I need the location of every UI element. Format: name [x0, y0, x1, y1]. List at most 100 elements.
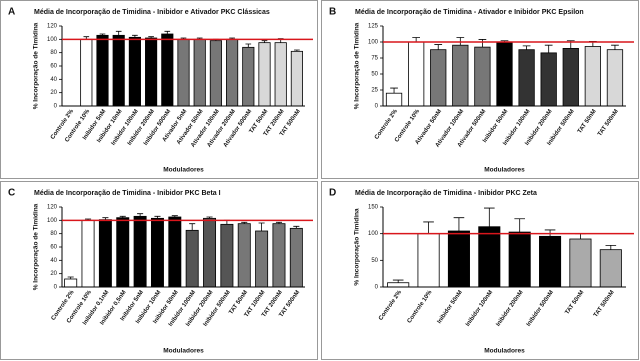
error-bar [293, 225, 300, 229]
y-tick-label: 100 [368, 231, 379, 237]
y-tick-label: 0 [54, 285, 58, 291]
x-tick-label: Controle 2% [374, 108, 399, 141]
bar [417, 233, 440, 288]
bar [562, 48, 579, 107]
bar [274, 42, 287, 107]
bar [203, 217, 217, 288]
y-tick-label: 60 [50, 64, 57, 70]
bar [168, 216, 182, 288]
bar [112, 34, 125, 107]
bar [474, 46, 491, 107]
error-bar [154, 215, 161, 219]
bar [81, 219, 95, 288]
x-axis-title: Moduladores [163, 167, 204, 174]
y-tick-label: 150 [368, 205, 379, 211]
bar [408, 41, 425, 107]
y-tick-label: 125 [368, 24, 379, 30]
error-bar [261, 40, 268, 43]
chart-title: Média de Incorporação de Timidina - Inib… [34, 9, 270, 16]
bar [64, 278, 78, 288]
chart-panel: B Média de Incorporação de Timidina - Ati… [321, 0, 639, 179]
bar [508, 231, 531, 288]
error-bar [478, 39, 487, 48]
chart-panel: D Média de Incorporação de Timidina - Ini… [321, 181, 639, 360]
x-axis-title: Moduladores [163, 348, 204, 355]
y-tick-label: 50 [371, 258, 378, 264]
bar [185, 229, 199, 288]
panel-label: C [8, 188, 15, 199]
error-bar [206, 216, 213, 219]
error-bar [189, 223, 196, 231]
bar [220, 223, 234, 288]
y-tick-label: 50 [371, 72, 378, 78]
y-axis-title: % Incorporação de Timidina [33, 22, 40, 109]
bar [447, 230, 470, 288]
error-bar [241, 221, 248, 224]
y-tick-label: 100 [368, 40, 379, 46]
panel-border [321, 0, 639, 179]
y-tick-label: 75 [371, 56, 378, 62]
error-bar [164, 30, 171, 34]
error-bar [453, 217, 465, 231]
y-tick-label: 40 [50, 77, 57, 83]
panel-border [0, 0, 318, 179]
bar [128, 36, 141, 107]
bar [272, 223, 286, 288]
error-bar [275, 221, 283, 224]
x-tick-label: Inibidor 50nM [437, 290, 464, 325]
bar [193, 38, 206, 107]
error-bar [148, 36, 154, 38]
y-tick-label: 120 [47, 24, 58, 30]
bar [80, 38, 93, 107]
y-tick-label: 20 [50, 90, 57, 96]
bar [258, 42, 271, 107]
bar [430, 49, 447, 107]
x-tick-label: Inibidor 200nM [495, 290, 524, 328]
x-tick-label: Controle 10% [407, 289, 434, 324]
y-tick-label: 80 [50, 231, 57, 237]
y-tick-label: 0 [375, 104, 379, 110]
x-tick-label: TAT 500nM [597, 109, 620, 138]
error-bar [483, 207, 495, 227]
error-bar [67, 276, 74, 279]
y-tick-label: 40 [50, 258, 57, 264]
error-bar [171, 215, 178, 217]
bar [255, 230, 269, 288]
panel-border [0, 181, 318, 360]
chart-panel: A Média de Incorporação de Timidina - Ini… [0, 0, 318, 179]
bar [289, 227, 303, 288]
bar [98, 219, 112, 288]
y-tick-label: 80 [50, 50, 57, 56]
bar [599, 249, 622, 288]
bar [145, 37, 158, 107]
error-bar [514, 218, 526, 233]
bar [452, 44, 469, 107]
chart-title: Média de Incorporação de Timidina - Ativ… [355, 9, 584, 16]
error-bar [522, 45, 531, 50]
error-bar [575, 233, 586, 239]
chart-panel: C Média de Incorporação de Timidina - Ini… [0, 181, 318, 360]
error-bar [137, 213, 144, 217]
bar [237, 223, 251, 288]
panel-label: D [329, 188, 336, 199]
bar [242, 46, 255, 107]
error-bar [434, 44, 443, 50]
error-bar [115, 30, 122, 36]
bar [226, 38, 239, 107]
error-bar [544, 44, 553, 53]
bar [385, 92, 403, 107]
error-bar [119, 215, 126, 218]
panel-label: A [8, 7, 15, 18]
x-tick-label: TAT 50nM [577, 109, 598, 135]
error-bar [392, 279, 404, 283]
error-bar [294, 49, 300, 52]
bar [96, 34, 109, 107]
x-tick-label: Inibidor 500nM [526, 290, 555, 328]
y-axis-title: % Incorporação Timidina [354, 208, 361, 286]
y-tick-label: 0 [54, 104, 58, 110]
y-axis-title: % Incorporação de Timidina [354, 22, 361, 109]
y-tick-label: 100 [47, 218, 58, 224]
chart-title: Média de Incorporação de Timidina - Inib… [355, 190, 537, 197]
y-axis-title: % Incorporação de Timidina [33, 203, 40, 290]
